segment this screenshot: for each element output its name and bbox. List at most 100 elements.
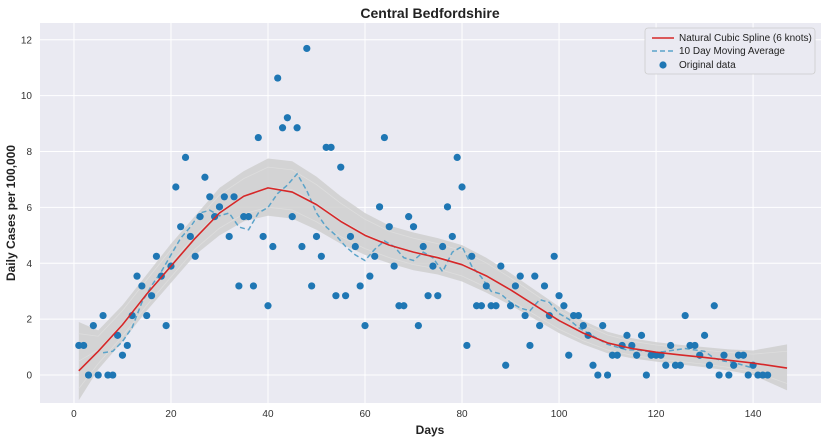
data-point <box>667 341 675 350</box>
legend-points-label: Original data <box>679 60 736 71</box>
data-point <box>531 272 539 280</box>
data-point <box>293 124 301 132</box>
x-tick-label: 60 <box>359 409 371 420</box>
data-point <box>705 361 714 369</box>
x-tick-label: 140 <box>745 409 762 420</box>
data-point <box>550 252 558 260</box>
data-point <box>453 153 461 161</box>
data-point <box>730 361 738 369</box>
data-point <box>89 322 97 330</box>
x-axis-label: Days <box>416 423 445 437</box>
data-point <box>380 133 389 142</box>
data-point <box>351 242 359 251</box>
data-point <box>123 341 131 350</box>
data-point <box>235 282 243 290</box>
data-point <box>283 114 291 122</box>
data-point <box>477 302 486 310</box>
data-point <box>642 371 650 379</box>
data-point <box>594 371 602 379</box>
x-tick-labels: 0 20 40 60 80 100 120 140 <box>71 409 762 420</box>
data-point <box>206 193 214 201</box>
data-point <box>536 322 544 330</box>
spline-series <box>78 187 788 372</box>
data-point <box>99 311 107 320</box>
data-point <box>181 153 190 161</box>
data-point <box>463 341 471 350</box>
data-point <box>172 183 180 191</box>
data-point <box>405 213 413 221</box>
data-point <box>186 232 194 241</box>
y-tick-label: 8 <box>26 147 32 158</box>
data-point <box>385 223 393 231</box>
data-point <box>356 282 364 290</box>
x-tick-label: 0 <box>71 409 77 420</box>
y-tick-label: 2 <box>26 315 32 326</box>
data-point <box>230 193 238 201</box>
data-point <box>526 341 534 350</box>
data-point <box>274 74 282 82</box>
data-point <box>458 183 466 191</box>
chart-title: Central Bedfordshire <box>360 5 499 21</box>
data-point <box>312 232 321 241</box>
y-tick-label: 6 <box>26 203 32 214</box>
data-point <box>264 302 272 310</box>
data-point <box>502 361 510 369</box>
y-tick-label: 10 <box>21 91 33 102</box>
data-point <box>725 371 733 379</box>
data-point <box>633 351 641 359</box>
band-curve <box>78 166 788 355</box>
plot-background <box>40 23 821 403</box>
data-point <box>637 331 646 339</box>
data-point <box>482 282 490 290</box>
band-curve <box>78 206 788 389</box>
data-point <box>298 242 306 251</box>
x-tick-label: 40 <box>262 409 274 420</box>
data-point <box>710 302 718 310</box>
data-point <box>162 322 170 330</box>
data-point <box>177 223 185 231</box>
data-point <box>390 262 398 270</box>
data-point <box>574 311 583 320</box>
data-point <box>691 341 699 350</box>
data-point <box>565 351 573 359</box>
data-point <box>400 302 408 310</box>
data-point <box>220 193 228 201</box>
x-tick-label: 20 <box>165 409 177 420</box>
data-point <box>434 292 442 300</box>
data-point <box>448 232 456 241</box>
data-point <box>269 242 277 251</box>
data-point <box>492 302 500 310</box>
y-axis-label: Daily Cases per 100,000 <box>4 145 18 281</box>
data-point <box>109 371 117 379</box>
original-data-series <box>75 44 772 379</box>
data-point <box>254 133 262 142</box>
data-point <box>555 292 563 300</box>
data-point <box>215 203 224 211</box>
data-point <box>361 322 369 330</box>
data-point <box>579 322 587 330</box>
data-point <box>308 282 316 290</box>
data-point <box>468 252 476 260</box>
data-point <box>346 232 355 241</box>
data-point <box>429 262 437 270</box>
data-point <box>739 351 747 359</box>
legend-points-swatch <box>659 61 667 69</box>
data-point <box>540 282 549 290</box>
y-tick-labels: 0 2 4 6 8 10 12 <box>21 35 33 381</box>
band-area <box>78 158 788 401</box>
data-point <box>303 44 311 53</box>
y-tick-label: 0 <box>26 371 32 382</box>
data-point <box>681 311 689 320</box>
data-point <box>114 331 122 339</box>
data-point <box>744 371 752 379</box>
moving-average-line <box>102 172 754 369</box>
data-point <box>191 252 199 260</box>
data-point <box>700 331 709 339</box>
data-point <box>439 242 447 251</box>
data-point <box>152 252 161 260</box>
data-point <box>332 292 340 300</box>
data-point <box>327 143 335 151</box>
data-point <box>196 213 204 221</box>
data-point <box>94 371 102 379</box>
